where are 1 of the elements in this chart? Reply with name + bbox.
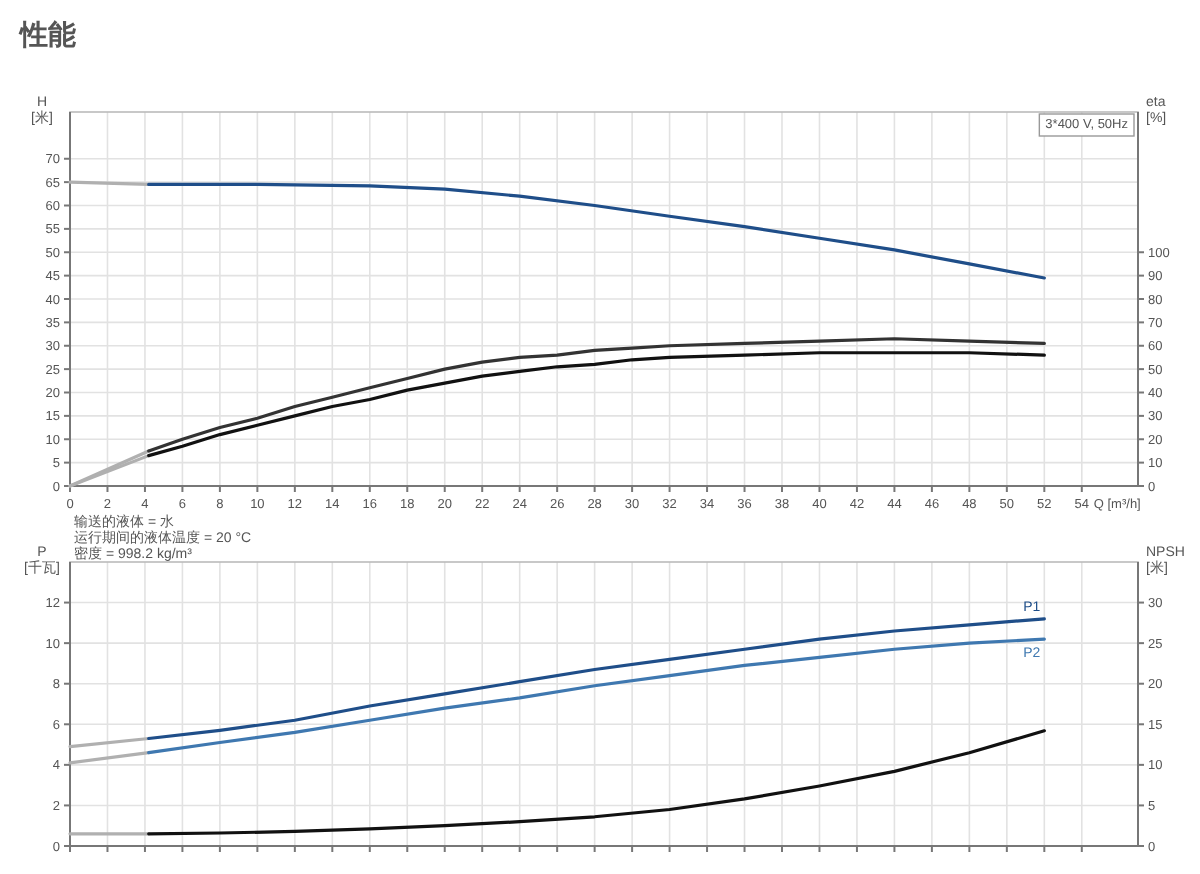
chart-title: 性能 bbox=[18, 18, 78, 50]
